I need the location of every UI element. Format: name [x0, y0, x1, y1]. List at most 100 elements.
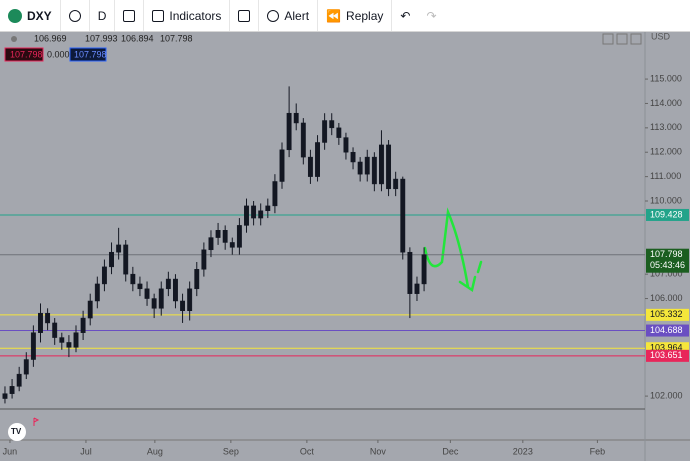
- candle: [279, 142, 285, 189]
- candle-body: [80, 317, 86, 333]
- candle-body: [38, 312, 43, 333]
- candle-body: [208, 237, 214, 251]
- candle: [222, 225, 228, 250]
- candle: [244, 198, 249, 233]
- grid-icon: [238, 9, 251, 22]
- candle: [421, 247, 427, 292]
- candle: [336, 122, 342, 145]
- candle-body: [173, 278, 178, 302]
- candle: [371, 152, 377, 192]
- chart-type-button[interactable]: [115, 0, 145, 31]
- candle-body: [229, 242, 235, 248]
- candle: [30, 325, 36, 367]
- candle-body: [329, 120, 335, 129]
- candle-body: [187, 288, 193, 311]
- chart-controls[interactable]: [602, 33, 642, 45]
- candle-icon: [123, 9, 136, 22]
- legend-high: 107.993: [85, 33, 118, 43]
- candle-body: [272, 181, 278, 207]
- candle: [45, 308, 51, 331]
- candle-body: [379, 144, 384, 185]
- y-tick-label: 114.000: [650, 98, 682, 108]
- price-label-bg: [646, 349, 689, 362]
- axis-unit: USD: [651, 32, 671, 41]
- y-tick-label: 115.000: [650, 73, 682, 83]
- candle-body: [94, 283, 100, 302]
- candle-body: [66, 342, 72, 348]
- y-tick-label: 102.000: [650, 390, 683, 400]
- price-label-bg: [646, 208, 689, 221]
- candle-body: [236, 225, 242, 248]
- badge-text: 0.000: [47, 49, 70, 59]
- candle-body: [322, 120, 328, 143]
- symbol-icon: [8, 8, 22, 23]
- candle-body: [45, 312, 51, 324]
- control[interactable]: [602, 33, 614, 45]
- control[interactable]: [630, 33, 642, 45]
- candle: [116, 227, 122, 260]
- candle: [286, 86, 292, 158]
- x-tick-label: Sep: [223, 446, 239, 456]
- candle-body: [87, 300, 93, 319]
- y-tick-label: 106.000: [650, 293, 683, 303]
- alert-button[interactable]: Alert: [259, 0, 319, 31]
- candle-body: [258, 210, 264, 219]
- candle-body: [336, 127, 342, 138]
- legend-close: 107.798: [160, 33, 193, 43]
- candle: [201, 242, 207, 277]
- price-label: 105.332: [650, 309, 683, 319]
- candle-body: [16, 373, 22, 387]
- replay-label: Replay: [346, 8, 384, 23]
- symbol-button[interactable]: DXY: [0, 0, 61, 31]
- candle-body: [2, 393, 8, 399]
- candle-body: [201, 249, 207, 270]
- candle: [187, 281, 193, 321]
- x-tick-label: Jun: [3, 446, 18, 456]
- candle-body: [137, 283, 143, 290]
- indicators-button[interactable]: Indicators: [144, 0, 231, 31]
- candle-body: [123, 244, 129, 275]
- y-tick-label: 113.000: [650, 122, 682, 132]
- interval: D: [97, 8, 107, 23]
- candle-body: [144, 288, 150, 299]
- candle-body: [158, 288, 164, 309]
- candle-body: [244, 205, 249, 226]
- redo-button[interactable]: ↷: [426, 8, 437, 23]
- candle: [52, 318, 58, 345]
- x-tick-label: Feb: [590, 446, 606, 456]
- layout-button[interactable]: [230, 0, 260, 31]
- candle: [9, 379, 15, 399]
- drawing-arrow: [423, 207, 483, 293]
- candle-body: [265, 205, 271, 212]
- control[interactable]: [616, 33, 628, 45]
- candle-body: [293, 112, 299, 124]
- undo-button[interactable]: ↶: [400, 8, 411, 23]
- y-tick-label: 111.000: [650, 171, 681, 181]
- x-tick-label: Oct: [300, 446, 315, 456]
- chart: USD 106.969 107.993 106.894 107.798 107.…: [0, 32, 690, 461]
- candle: [300, 118, 306, 165]
- x-tick-label: Aug: [147, 446, 163, 456]
- candle-body: [393, 178, 399, 190]
- countdown: 05:43:46: [650, 260, 685, 270]
- candle: [208, 230, 214, 258]
- candle: [165, 271, 171, 297]
- indicator-icon: [152, 9, 165, 22]
- candle: [272, 174, 278, 214]
- logo: [8, 423, 26, 441]
- candle: [293, 103, 299, 131]
- alert-icon: [267, 9, 280, 22]
- candle: [23, 352, 29, 380]
- candle-body: [52, 322, 58, 338]
- legend-open: 106.969: [34, 33, 67, 43]
- x-tick-label: Jul: [80, 446, 92, 456]
- candle: [87, 293, 93, 326]
- interval-button[interactable]: D: [90, 0, 116, 31]
- candle: [236, 218, 242, 255]
- candle: [38, 303, 43, 343]
- compare-button[interactable]: [61, 0, 90, 31]
- candle: [2, 386, 8, 404]
- replay-button[interactable]: ⏪ Replay: [318, 0, 393, 31]
- candle: [173, 274, 178, 309]
